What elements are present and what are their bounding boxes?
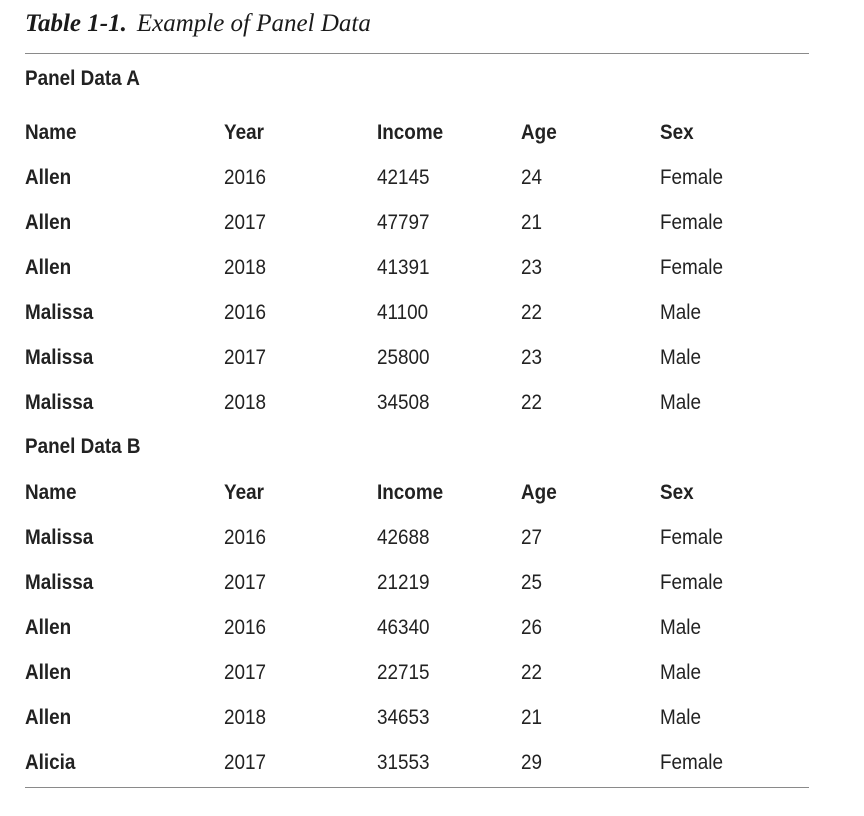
cell-name: Alicia bbox=[25, 751, 76, 774]
table-row: Malissa 2016 42688 27 Female bbox=[0, 523, 864, 553]
cell-income: 42145 bbox=[377, 166, 430, 189]
cell-income: 22715 bbox=[377, 661, 430, 684]
cell-age: 29 bbox=[521, 751, 543, 774]
cell-sex: Male bbox=[660, 301, 701, 324]
cell-name: Allen bbox=[25, 616, 72, 639]
cell-income: 25800 bbox=[377, 346, 430, 369]
cell-sex: Female bbox=[660, 166, 724, 189]
cell-year: 2016 bbox=[224, 616, 267, 639]
cell-income: 34653 bbox=[377, 706, 430, 729]
cell-sex: Female bbox=[660, 211, 724, 234]
cell-age: 22 bbox=[521, 391, 543, 414]
table-row: Allen 2017 47797 21 Female bbox=[0, 208, 864, 238]
table-row: Allen 2018 34653 21 Male bbox=[0, 703, 864, 733]
table-row: Allen 2016 46340 26 Male bbox=[0, 613, 864, 643]
cell-income: 47797 bbox=[377, 211, 430, 234]
cell-income: 34508 bbox=[377, 391, 430, 414]
table-caption: Table 1-1. Example of Panel Data bbox=[25, 10, 371, 38]
cell-year: 2018 bbox=[224, 706, 267, 729]
cell-year: 2018 bbox=[224, 391, 267, 414]
table-title: Example of Panel Data bbox=[136, 10, 371, 37]
column-header-income: Income bbox=[377, 121, 444, 144]
panel-a-title: Panel Data A bbox=[25, 67, 140, 90]
column-header-sex: Sex bbox=[660, 121, 694, 144]
cell-year: 2018 bbox=[224, 256, 267, 279]
table-row: Allen 2018 41391 23 Female bbox=[0, 253, 864, 283]
column-header-age: Age bbox=[521, 121, 557, 144]
cell-age: 22 bbox=[521, 301, 543, 324]
table-row: Malissa 2018 34508 22 Male bbox=[0, 388, 864, 418]
cell-name: Allen bbox=[25, 211, 72, 234]
cell-year: 2016 bbox=[224, 526, 267, 549]
cell-year: 2016 bbox=[224, 166, 267, 189]
cell-age: 23 bbox=[521, 346, 543, 369]
cell-year: 2017 bbox=[224, 661, 267, 684]
cell-sex: Male bbox=[660, 661, 701, 684]
column-header-sex: Sex bbox=[660, 481, 694, 504]
cell-income: 41100 bbox=[377, 301, 429, 324]
column-header-income: Income bbox=[377, 481, 444, 504]
cell-income: 31553 bbox=[377, 751, 430, 774]
cell-age: 24 bbox=[521, 166, 543, 189]
cell-name: Allen bbox=[25, 661, 72, 684]
table-row: Alicia 2017 31553 29 Female bbox=[0, 748, 864, 778]
cell-income: 46340 bbox=[377, 616, 430, 639]
cell-sex: Female bbox=[660, 571, 724, 594]
cell-sex: Male bbox=[660, 616, 701, 639]
table-row: Malissa 2016 41100 22 Male bbox=[0, 298, 864, 328]
cell-sex: Female bbox=[660, 751, 724, 774]
cell-income: 21219 bbox=[377, 571, 430, 594]
cell-name: Allen bbox=[25, 706, 72, 729]
cell-income: 42688 bbox=[377, 526, 430, 549]
cell-name: Malissa bbox=[25, 391, 94, 414]
panel-b-header-row: Name Year Income Age Sex bbox=[0, 478, 864, 508]
cell-year: 2017 bbox=[224, 211, 267, 234]
cell-sex: Male bbox=[660, 346, 701, 369]
cell-year: 2016 bbox=[224, 301, 267, 324]
cell-year: 2017 bbox=[224, 571, 267, 594]
cell-name: Allen bbox=[25, 166, 72, 189]
column-header-year: Year bbox=[224, 121, 264, 144]
cell-age: 26 bbox=[521, 616, 543, 639]
cell-sex: Male bbox=[660, 391, 701, 414]
cell-age: 21 bbox=[521, 211, 543, 234]
cell-name: Allen bbox=[25, 256, 72, 279]
cell-name: Malissa bbox=[25, 301, 94, 324]
column-header-year: Year bbox=[224, 481, 264, 504]
cell-income: 41391 bbox=[377, 256, 430, 279]
column-header-name: Name bbox=[25, 481, 77, 504]
table-number: Table 1-1. bbox=[25, 10, 127, 37]
cell-year: 2017 bbox=[224, 346, 267, 369]
cell-sex: Female bbox=[660, 256, 724, 279]
table-row: Allen 2016 42145 24 Female bbox=[0, 163, 864, 193]
panel-b-title: Panel Data B bbox=[25, 435, 141, 458]
cell-name: Malissa bbox=[25, 571, 94, 594]
table-row: Malissa 2017 25800 23 Male bbox=[0, 343, 864, 373]
cell-name: Malissa bbox=[25, 346, 94, 369]
table-row: Allen 2017 22715 22 Male bbox=[0, 658, 864, 688]
top-rule bbox=[25, 53, 809, 54]
cell-age: 23 bbox=[521, 256, 543, 279]
cell-sex: Male bbox=[660, 706, 701, 729]
cell-name: Malissa bbox=[25, 526, 94, 549]
cell-age: 22 bbox=[521, 661, 543, 684]
column-header-age: Age bbox=[521, 481, 557, 504]
cell-age: 27 bbox=[521, 526, 543, 549]
column-header-name: Name bbox=[25, 121, 77, 144]
cell-sex: Female bbox=[660, 526, 724, 549]
cell-age: 21 bbox=[521, 706, 543, 729]
panel-a-header-row: Name Year Income Age Sex bbox=[0, 118, 864, 148]
bottom-rule bbox=[25, 787, 809, 788]
table-row: Malissa 2017 21219 25 Female bbox=[0, 568, 864, 598]
cell-year: 2017 bbox=[224, 751, 267, 774]
cell-age: 25 bbox=[521, 571, 543, 594]
